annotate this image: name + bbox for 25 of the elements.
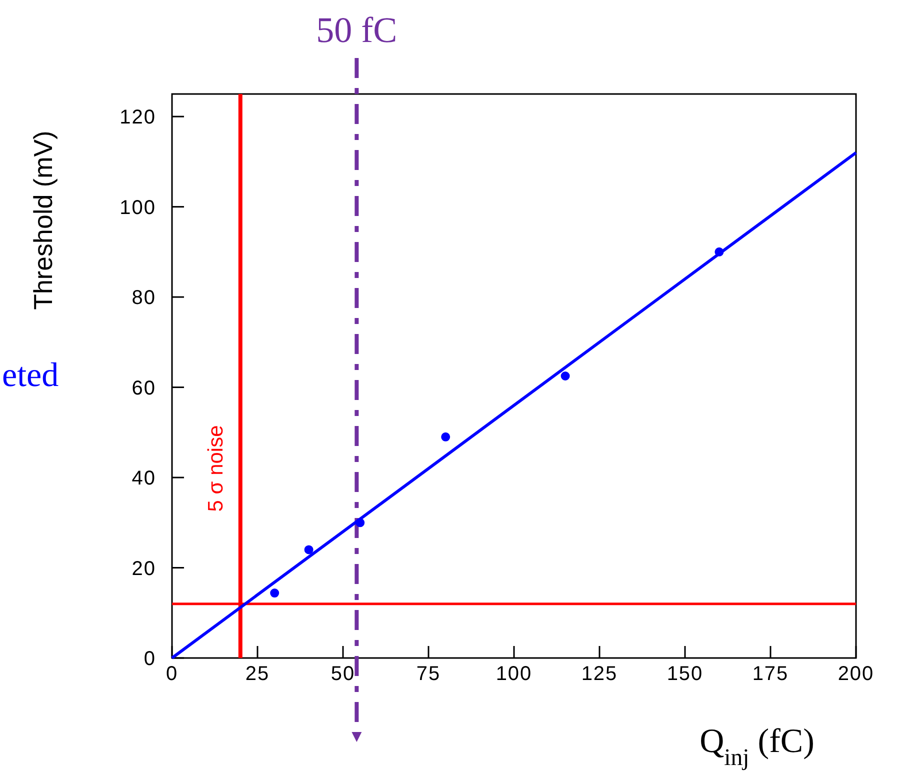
x-tick-label: 150	[666, 663, 704, 685]
y-tick-label: 20	[132, 558, 156, 580]
x-tick-label: 25	[245, 663, 270, 685]
x-tick-label: 175	[752, 663, 789, 685]
point	[304, 545, 314, 554]
y-tick-label: 100	[120, 196, 156, 219]
point	[560, 372, 570, 380]
ref-line-label: 50 fC	[316, 10, 398, 50]
x-tick-label: 200	[838, 663, 874, 685]
y-tick-label: 80	[132, 287, 156, 310]
x-tick-label: 0	[166, 663, 178, 685]
y-tick-label: 40	[132, 468, 156, 490]
point	[270, 588, 280, 598]
x-tick-label: 125	[581, 663, 618, 685]
x-tick-label: 100	[496, 663, 532, 685]
text: eted	[2, 357, 59, 394]
y-tick-label: 0	[144, 648, 156, 670]
y-tick-label: 120	[120, 106, 156, 129]
x-tick-label: 75	[416, 663, 441, 685]
x-tick-label: 50	[330, 663, 356, 685]
y-tick-label: 60	[132, 377, 156, 400]
ref-line-label: 5 σ noise	[204, 425, 228, 512]
point	[441, 432, 450, 442]
y-axis-title: Threshold (mV)	[28, 130, 58, 310]
x-axis-title: Q$_{inj}$ (fC)	[700, 723, 814, 771]
